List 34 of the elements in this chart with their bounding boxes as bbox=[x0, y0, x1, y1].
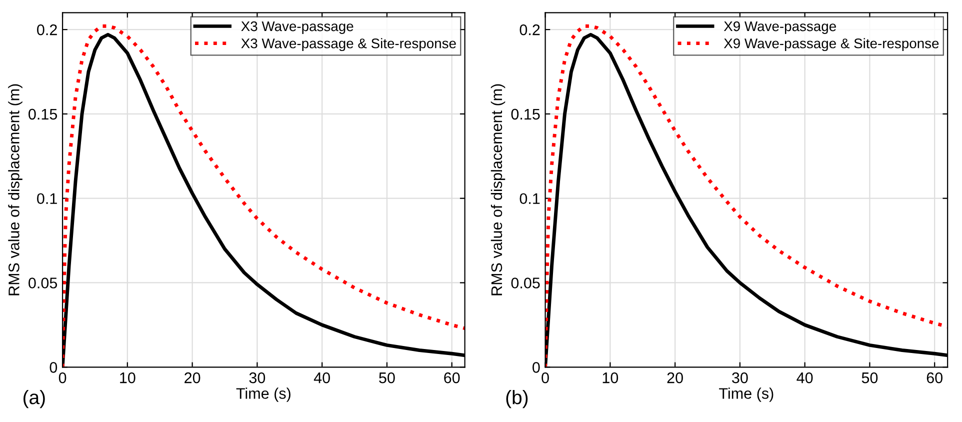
y-tick-label: 0.1 bbox=[520, 193, 540, 204]
y-tick-label: 0.15 bbox=[511, 108, 540, 120]
y-tick-label: 0 bbox=[532, 362, 540, 373]
y-tick-label: 0.2 bbox=[520, 24, 540, 36]
x-tick-label: 40 bbox=[314, 372, 330, 384]
y-tick-label: 0 bbox=[50, 362, 58, 373]
text: (b) bbox=[506, 390, 528, 408]
x-tick-label: 60 bbox=[444, 372, 460, 384]
x-tick-label: 0 bbox=[58, 372, 66, 384]
y-tick-label: 0.05 bbox=[511, 278, 540, 288]
x-tick-label: 0 bbox=[542, 372, 549, 384]
x-tick-label: 30 bbox=[732, 372, 748, 384]
y-axis-title: RMS value of displacement (m) bbox=[490, 84, 506, 296]
x-tick-label: 20 bbox=[184, 372, 200, 384]
legend-label: X9 Wave-passage & Site-response bbox=[724, 38, 939, 52]
y-tick-label: 0.05 bbox=[28, 278, 58, 288]
legend-label: X9 Wave-passage bbox=[724, 21, 836, 34]
x-tick-label: 20 bbox=[667, 372, 683, 384]
x-tick-label: 10 bbox=[120, 372, 136, 384]
x-tick-label: 30 bbox=[249, 372, 266, 384]
x-tick-label: 50 bbox=[379, 372, 395, 384]
text: (a) bbox=[24, 390, 45, 408]
y-tick-label: 0.1 bbox=[37, 193, 57, 204]
x-axis-title: Time (s) bbox=[719, 388, 774, 402]
legend-label: X3 Wave-passage bbox=[241, 21, 354, 34]
x-tick-label: 10 bbox=[602, 372, 618, 384]
y-tick-label: 0.2 bbox=[37, 24, 57, 36]
x-tick-label: 50 bbox=[862, 372, 878, 384]
x-tick-label: 40 bbox=[796, 372, 813, 384]
x-axis-title: Time (s) bbox=[236, 388, 290, 402]
y-tick-label: 0.15 bbox=[28, 108, 58, 120]
legend-label: X3 Wave-passage & Site-response bbox=[241, 38, 456, 52]
y-axis-title: RMS value of displacement (m) bbox=[8, 84, 22, 296]
x-tick-label: 60 bbox=[926, 372, 942, 384]
